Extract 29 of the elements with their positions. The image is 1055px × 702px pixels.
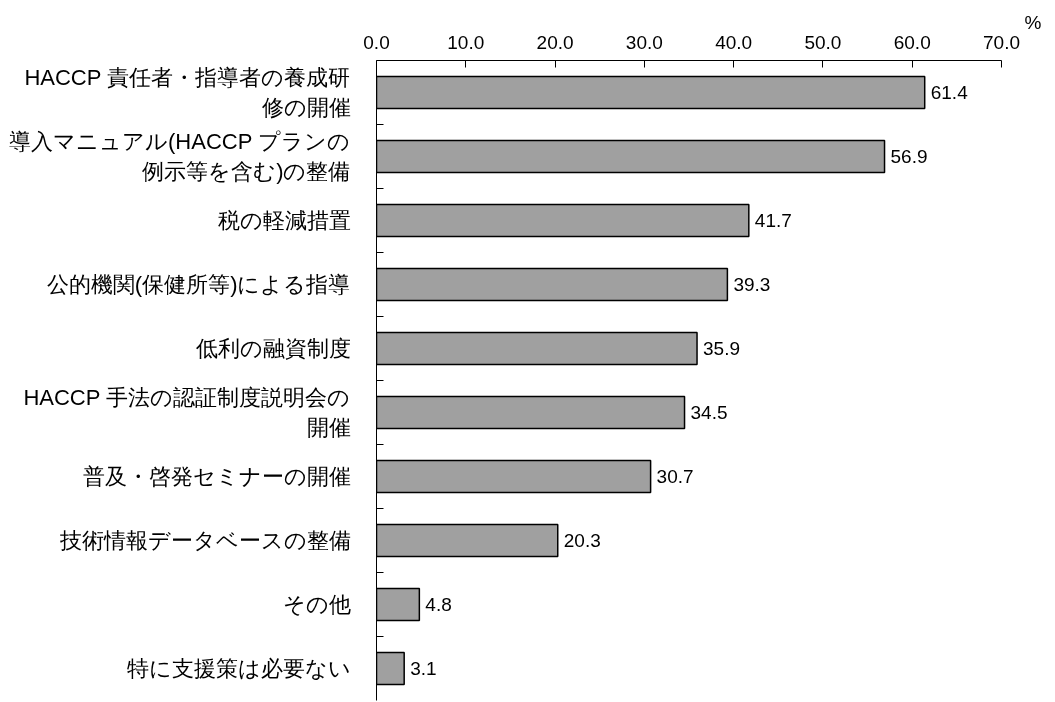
x-tick-label: 70.0 (983, 31, 1020, 53)
y-tick-label: その他 (282, 592, 351, 617)
x-tick-label: 60.0 (893, 31, 931, 53)
x-tick-label: 0.0 (363, 31, 390, 53)
data-label: 56.9 (890, 146, 928, 167)
y-tick-label: HACCP 手法の認証制度説明会の開催 (23, 385, 351, 440)
data-label: 39.3 (733, 274, 771, 295)
y-tick-label: 特に支援策は必要ない (126, 656, 351, 681)
x-tick-label: 50.0 (804, 31, 842, 53)
y-tick-label: 技術情報データベースの整備 (58, 528, 351, 553)
x-tick-label: 40.0 (715, 31, 753, 53)
x-axis-title: % (1024, 11, 1042, 33)
data-label: 4.8 (425, 594, 452, 615)
data-label: 35.9 (703, 338, 741, 359)
y-tick-label: 税の軽減措置 (217, 208, 351, 233)
data-label: 34.5 (690, 402, 728, 423)
x-tick-label: 20.0 (536, 31, 574, 53)
x-tick-label: 30.0 (625, 31, 663, 53)
y-tick-label: 導入マニュアル(HACCP プランの例示等を含む)の整備 (9, 129, 351, 184)
y-tick-label: HACCP 責任者・指導者の養成研修の開催 (24, 65, 351, 120)
data-label: 61.4 (930, 82, 969, 103)
data-label: 30.7 (656, 466, 694, 487)
y-tick-label: 低利の融資制度 (195, 336, 351, 361)
y-tick-label: 公的機関(保健所等)による指導 (46, 272, 351, 297)
data-label: 3.1 (410, 658, 437, 679)
x-tick-label: 10.0 (447, 31, 485, 53)
data-label: 20.3 (563, 530, 601, 551)
data-label: 41.7 (754, 210, 792, 231)
y-tick-label: 普及・啓発セミナーの開催 (82, 464, 351, 489)
